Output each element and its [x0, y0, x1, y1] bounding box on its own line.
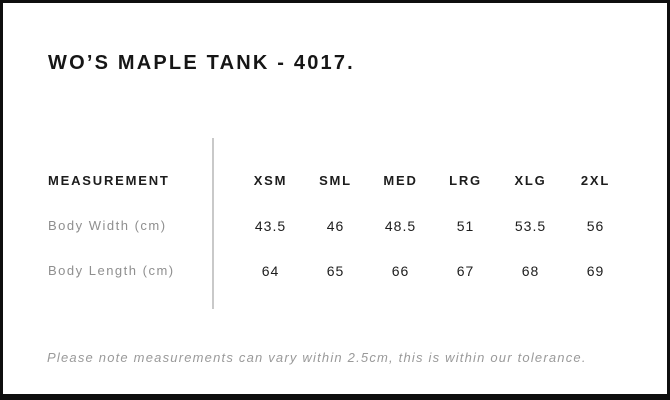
body-length-sml: 65: [326, 262, 345, 279]
column-header-med: MED: [383, 173, 418, 188]
body-length-lrg: 67: [456, 262, 475, 279]
row-label-body-width: Body Width (cm): [48, 218, 167, 233]
body-length-med: 66: [391, 262, 410, 279]
column-header-2xl: 2XL: [580, 173, 611, 188]
row-label-body-length: Body Length (cm): [48, 263, 175, 278]
body-width-sml: 46: [326, 217, 345, 234]
body-width-xsm: 43.5: [254, 217, 287, 234]
column-header-measurement: MEASUREMENT: [48, 173, 170, 188]
body-length-xlg: 68: [521, 262, 540, 279]
column-header-xlg: XLG: [514, 173, 547, 188]
body-length-xsm: 64: [261, 262, 280, 279]
body-width-xlg: 53.5: [514, 217, 547, 234]
body-width-lrg: 51: [456, 217, 475, 234]
column-header-sml: SML: [319, 173, 352, 188]
column-header-lrg: LRG: [449, 173, 482, 188]
body-width-2xl: 56: [586, 217, 605, 234]
column-header-xsm: XSM: [253, 173, 288, 188]
tolerance-note: Please note measurements can vary within…: [47, 350, 587, 365]
table-vertical-divider: [212, 138, 214, 309]
product-title: WO’S MAPLE TANK - 4017.: [48, 52, 355, 74]
body-width-med: 48.5: [384, 217, 417, 234]
size-table: MEASUREMENT XSM SML MED LRG XLG 2XL Body…: [3, 158, 628, 293]
body-length-2xl: 69: [586, 262, 605, 279]
